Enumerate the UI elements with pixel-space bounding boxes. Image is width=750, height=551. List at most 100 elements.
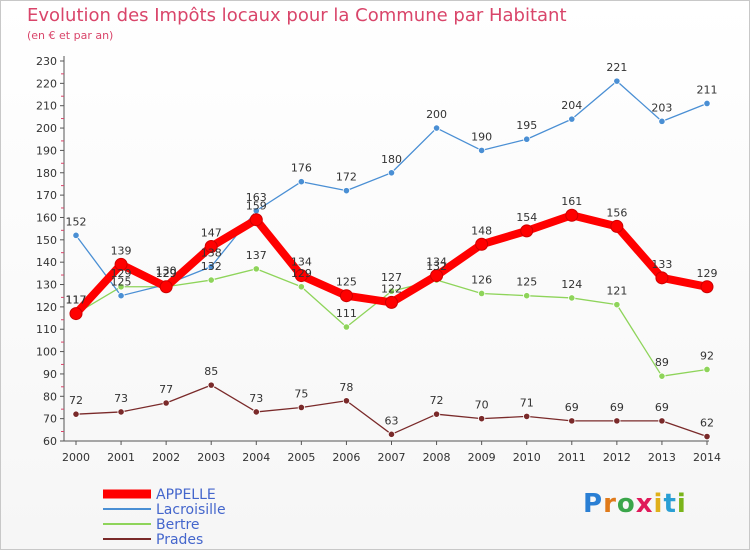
data-point bbox=[204, 240, 218, 254]
data-point bbox=[252, 408, 260, 416]
proxiti-logo: Proxiti bbox=[583, 489, 687, 519]
data-label: 127 bbox=[381, 271, 402, 284]
x-tick-label: 2007 bbox=[378, 451, 406, 464]
x-tick-label: 2004 bbox=[242, 451, 270, 464]
data-label: 92 bbox=[700, 349, 714, 362]
y-tick-label: 200 bbox=[36, 122, 57, 135]
x-tick-label: 2002 bbox=[152, 451, 180, 464]
data-point bbox=[610, 219, 624, 233]
data-label: 73 bbox=[249, 392, 263, 405]
data-label: 69 bbox=[565, 401, 579, 414]
y-tick-label: 70 bbox=[43, 413, 57, 426]
data-label: 129 bbox=[291, 267, 312, 280]
x-tick-label: 2001 bbox=[107, 451, 135, 464]
y-tick-label: 140 bbox=[36, 256, 57, 269]
data-point bbox=[520, 224, 534, 238]
y-tick-label: 220 bbox=[36, 77, 57, 90]
data-point bbox=[294, 269, 308, 283]
data-label: 72 bbox=[430, 394, 444, 407]
series-line-lacroisille bbox=[75, 80, 708, 297]
y-tick-label: 120 bbox=[36, 301, 57, 314]
x-tick-label: 2012 bbox=[603, 451, 631, 464]
data-label: 125 bbox=[111, 276, 132, 289]
logo-letter: t bbox=[663, 489, 677, 519]
data-label: 200 bbox=[426, 108, 447, 121]
data-point bbox=[69, 307, 83, 321]
y-tick-label: 110 bbox=[36, 323, 57, 336]
data-label: 172 bbox=[336, 171, 357, 184]
y-tick-label: 80 bbox=[43, 390, 57, 403]
data-point bbox=[252, 265, 260, 273]
data-point bbox=[342, 323, 351, 331]
series-lacroisille bbox=[72, 77, 711, 300]
data-label: 89 bbox=[655, 356, 669, 369]
logo-letter: i bbox=[653, 489, 664, 519]
data-point bbox=[162, 399, 170, 407]
y-tick-label: 180 bbox=[36, 167, 57, 180]
series-prades bbox=[72, 381, 711, 441]
legend-label-appelle: APPELLE bbox=[156, 487, 216, 503]
data-point bbox=[117, 283, 125, 291]
y-tick-label: 160 bbox=[36, 211, 57, 224]
data-label: 134 bbox=[426, 256, 447, 269]
data-point bbox=[339, 289, 353, 303]
data-label: 152 bbox=[66, 215, 87, 228]
data-label: 63 bbox=[385, 414, 399, 427]
data-point bbox=[478, 415, 486, 423]
data-point bbox=[613, 77, 621, 85]
data-point bbox=[475, 237, 489, 251]
data-point bbox=[523, 135, 531, 143]
data-point bbox=[387, 430, 396, 438]
data-label: 156 bbox=[606, 206, 627, 219]
data-label: 70 bbox=[475, 399, 489, 412]
data-label: 73 bbox=[114, 392, 128, 405]
data-point bbox=[658, 417, 666, 425]
x-tick-label: 2006 bbox=[332, 451, 360, 464]
data-point bbox=[342, 187, 351, 195]
data-point bbox=[613, 301, 621, 309]
data-label: 129 bbox=[156, 267, 177, 280]
data-point bbox=[249, 213, 263, 227]
data-point bbox=[568, 417, 576, 425]
data-label: 129 bbox=[111, 267, 132, 280]
logo-letter: i bbox=[676, 489, 687, 519]
data-label: 129 bbox=[697, 267, 718, 280]
data-label: 69 bbox=[610, 401, 624, 414]
data-point bbox=[658, 372, 666, 380]
logo-letter: r bbox=[603, 489, 617, 519]
data-label: 211 bbox=[697, 83, 718, 96]
legend-label-prades: Prades bbox=[156, 532, 203, 548]
data-point bbox=[568, 115, 576, 123]
data-point bbox=[207, 263, 215, 271]
data-label: 132 bbox=[201, 260, 222, 273]
data-point bbox=[297, 283, 305, 291]
data-label: 203 bbox=[651, 101, 672, 114]
data-point bbox=[703, 365, 711, 374]
data-label: 122 bbox=[381, 282, 402, 295]
data-label: 159 bbox=[246, 200, 267, 213]
data-point bbox=[523, 292, 531, 300]
data-label: 190 bbox=[471, 130, 492, 143]
data-point bbox=[478, 146, 486, 155]
data-label: 139 bbox=[111, 244, 132, 257]
data-label: 204 bbox=[561, 99, 582, 112]
data-label: 117 bbox=[66, 294, 87, 307]
data-point bbox=[387, 169, 396, 177]
y-tick-label: 90 bbox=[43, 368, 57, 381]
data-point bbox=[655, 271, 669, 285]
data-point bbox=[207, 381, 215, 389]
data-point bbox=[432, 410, 441, 418]
x-tick-label: 2000 bbox=[62, 451, 90, 464]
x-tick-label: 2009 bbox=[468, 451, 496, 464]
data-label: 125 bbox=[516, 276, 537, 289]
data-point bbox=[523, 412, 531, 421]
data-point bbox=[658, 117, 666, 125]
data-point bbox=[159, 280, 173, 294]
data-label: 176 bbox=[291, 162, 312, 175]
data-point bbox=[72, 410, 80, 418]
data-label: 78 bbox=[339, 381, 353, 394]
data-point bbox=[703, 99, 711, 108]
data-label: 221 bbox=[606, 61, 627, 74]
